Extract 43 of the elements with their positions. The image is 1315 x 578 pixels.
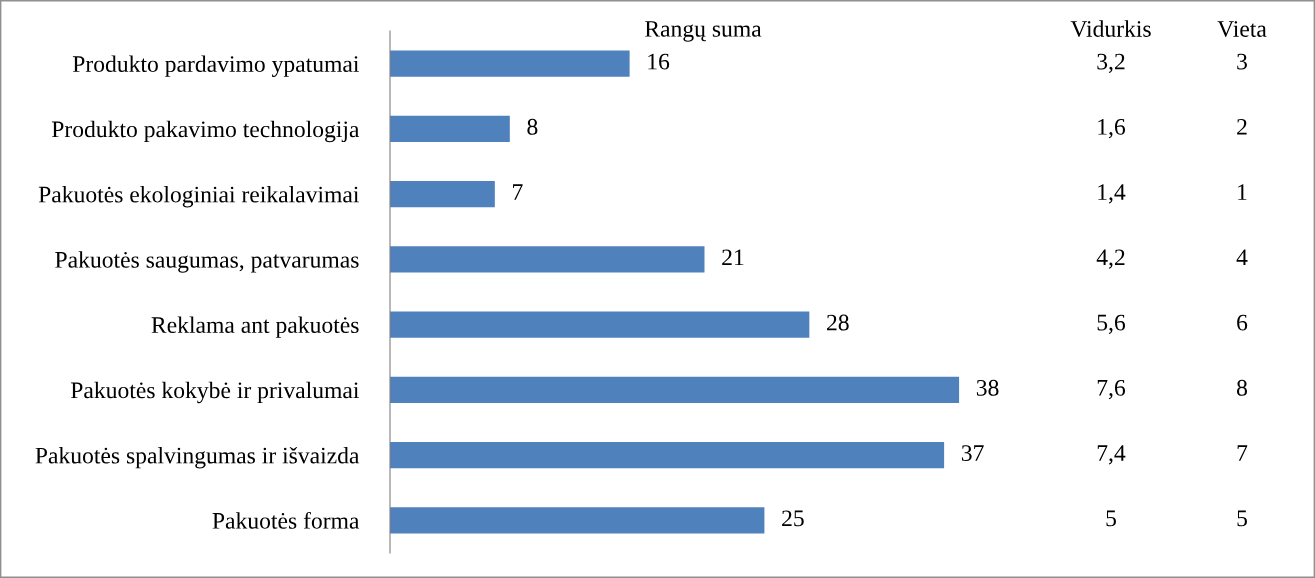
data-label: 38 <box>976 379 999 396</box>
text: 2 <box>1237 118 1247 135</box>
y-tick-label: Pakuotės ekologiniai reikalavimai <box>38 185 359 208</box>
bar <box>390 376 960 403</box>
text: 4,2 <box>1096 249 1125 269</box>
data-label: 21 <box>722 249 744 266</box>
text: 8 <box>1237 379 1247 396</box>
data-label: 25 <box>782 510 804 527</box>
data-label: 16 <box>648 53 670 70</box>
data-label: 8 <box>527 118 538 135</box>
text: 3,2 <box>1097 53 1125 73</box>
text: Vidurkis <box>1070 20 1151 38</box>
text: 1 <box>1238 184 1247 200</box>
text: 6 <box>1237 314 1248 331</box>
y-tick-label: Pakuotės saugumas, patvarumas <box>55 251 359 273</box>
text: 5,6 <box>1097 314 1126 334</box>
text: 5 <box>1106 510 1116 527</box>
text: 5 <box>1237 510 1247 527</box>
text: Vieta <box>1217 21 1267 38</box>
bar <box>390 115 510 142</box>
text: 1,4 <box>1098 184 1126 204</box>
text: 4 <box>1236 249 1248 266</box>
y-tick-label: Reklama ant pakuotės <box>151 316 359 338</box>
text: 1,6 <box>1098 118 1126 139</box>
data-label: 7 <box>513 184 523 200</box>
bar <box>390 311 810 338</box>
y-tick-label: Pakuotės forma <box>212 511 360 529</box>
y-tick-label: Pakuotės spalvingumas ir išvaizda <box>35 446 360 469</box>
data-label: 37 <box>961 445 984 462</box>
bar <box>390 181 495 208</box>
chart-title: Rangų suma <box>644 21 762 42</box>
text: 7,6 <box>1097 379 1126 400</box>
bar <box>390 442 945 469</box>
bar <box>390 50 630 77</box>
text: 7 <box>1237 445 1248 461</box>
y-tick-label: Produkto pakavimo technologija <box>51 120 360 143</box>
text: 3 <box>1237 53 1247 70</box>
text: 7,4 <box>1097 445 1126 465</box>
bar <box>390 507 765 534</box>
data-label: 28 <box>827 314 849 331</box>
y-tick-label: Produkto pardavimo ypatumai <box>72 55 359 77</box>
y-tick-label: Pakuotės kokybė ir privalumai <box>70 381 359 404</box>
bar <box>390 246 705 273</box>
